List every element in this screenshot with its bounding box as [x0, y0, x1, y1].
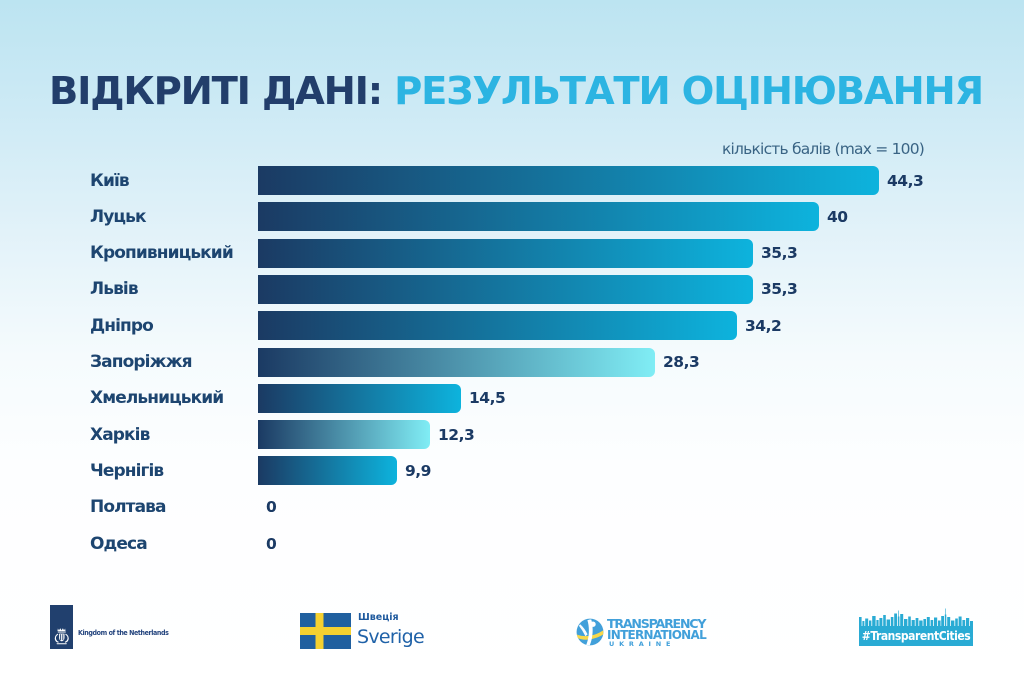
bar [258, 420, 430, 450]
transparency-logo-line1: TRANSPARENCY [607, 616, 706, 631]
page-title: ВІДКРИТІ ДАНІ: РЕЗУЛЬТАТИ ОЦІНЮВАННЯ [49, 72, 984, 112]
bar-label: Одеса [90, 533, 148, 554]
bar-value: 12,3 [438, 425, 475, 444]
bar-value: 34,2 [745, 316, 782, 335]
transparent-cities-label: #TransparentCities [861, 628, 971, 643]
sweden-logo-text: Sverige [357, 626, 425, 648]
sweden-flag [300, 613, 351, 649]
bar-value: 44,3 [887, 171, 924, 190]
bar-label: Хмельницький [90, 388, 224, 409]
bar-label: Дніпро [90, 315, 154, 336]
title-part-navy: ВІДКРИТІ ДАНІ: [49, 69, 383, 114]
bar [258, 311, 737, 341]
bar-label: Луцьк [90, 206, 146, 227]
bar-value: 9,9 [405, 461, 431, 480]
transparent-cities-skyline [859, 608, 973, 626]
netherlands-emblem [54, 628, 69, 645]
netherlands-logo [50, 605, 73, 649]
bar-label: Київ [90, 170, 130, 191]
transparency-logo-line3: UKRAINE [609, 639, 676, 648]
bar-value: 14,5 [469, 389, 506, 408]
bar-label: Полтава [90, 497, 167, 518]
bar [258, 238, 753, 268]
bar-label: Кропивницький [90, 243, 234, 264]
bar-value: 0 [266, 534, 277, 553]
bar [258, 202, 819, 232]
bar [258, 166, 879, 195]
bar-value: 28,3 [663, 353, 700, 371]
bar-value: 0 [266, 498, 277, 517]
sweden-logo-text-uk: Швеція [358, 612, 399, 623]
bar-value: 35,3 [761, 280, 798, 299]
bar-label: Чернігів [90, 460, 164, 481]
transparency-international-globe [576, 618, 604, 646]
bar-label: Харків [90, 424, 150, 445]
bar [258, 274, 753, 304]
netherlands-logo-text: Kingdom of the Netherlands [78, 628, 169, 637]
bar-value: 35,3 [761, 244, 798, 263]
bar-label: Запоріжжя [90, 352, 193, 372]
bar-value: 40 [827, 207, 848, 226]
title-part-cyan: РЕЗУЛЬТАТИ ОЦІНЮВАННЯ [381, 69, 984, 114]
axis-note: кількість балів (max = 100) [721, 140, 925, 158]
transparent-cities-badge: #TransparentCities [859, 625, 973, 646]
transparency-logo-line2: INTERNATIONAL [607, 627, 707, 642]
bar [258, 347, 655, 377]
bar-label: Львів [90, 279, 139, 300]
bar [258, 456, 397, 486]
bar [258, 383, 461, 413]
